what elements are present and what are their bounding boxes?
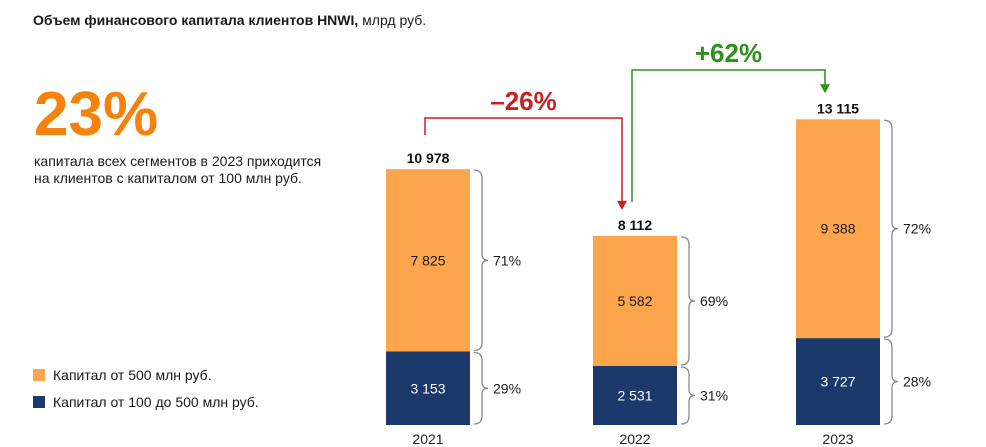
legend-swatch-bottom [33,396,45,408]
change-arrow-2021-2022-head [617,200,627,210]
change-arrow-2021-2022-label: –26% [490,86,557,116]
bar-top-2022 [593,235,677,367]
headline-text: капитала всех сегментов в 2023 приходитс… [34,153,322,186]
brace-top-2023 [883,119,899,338]
share-label-bottom-2023: 28% [903,374,931,390]
change-arrow-2022-2023-head [820,84,830,94]
brace-bottom-2022 [680,366,696,425]
legend-item-bottom: Капитал от 100 до 500 млн руб. [33,394,259,412]
share-label-top-2023: 72% [903,221,931,237]
change-arrow-2022-2023-line [631,69,826,202]
value-label-top-2022: 5 582 [617,293,652,309]
chart-title: Объем финансового капитала клиентов HNWI… [33,12,426,28]
brace-top-2021 [473,169,489,352]
value-label-bottom-2023: 3 727 [820,374,855,390]
category-label-2022: 2022 [619,431,650,447]
bar-top-2021 [386,169,470,352]
value-label-bottom-2022: 2 531 [617,388,652,404]
brace-top-2022 [680,236,696,366]
category-label-2023: 2023 [822,431,853,447]
bar-bottom-2022 [593,366,677,425]
share-label-bottom-2022: 31% [700,388,728,404]
chart-title-unit: млрд руб. [358,12,427,28]
share-label-bottom-2021: 29% [493,380,521,396]
share-label-top-2022: 69% [700,293,728,309]
brace-bottom-2021 [473,351,489,425]
legend-label-top: Капитал от 500 млн руб. [53,367,212,383]
total-label-2021: 10 978 [407,150,450,166]
value-label-top-2021: 7 825 [410,252,445,268]
bar-bottom-2021 [386,351,470,425]
category-label-2021: 2021 [412,431,443,447]
brace-bottom-2023 [883,338,899,425]
bar-bottom-2023 [796,338,880,425]
chart-title-bold: Объем финансового капитала клиентов HNWI… [33,12,359,28]
legend-swatch-top [33,369,45,381]
bar-top-2023 [796,119,880,339]
legend-item-top: Капитал от 500 млн руб. [33,367,212,385]
total-label-2022: 8 112 [618,217,652,233]
share-label-top-2021: 71% [493,252,521,268]
value-label-bottom-2021: 3 153 [410,380,445,396]
total-label-2023: 13 115 [817,100,859,116]
change-arrow-2021-2022-line [424,117,623,202]
value-label-top-2023: 9 388 [820,221,855,237]
legend-label-bottom: Капитал от 100 до 500 млн руб. [53,394,259,410]
change-arrow-2022-2023-label: +62% [695,38,762,68]
headline-value: 23% [34,80,159,149]
